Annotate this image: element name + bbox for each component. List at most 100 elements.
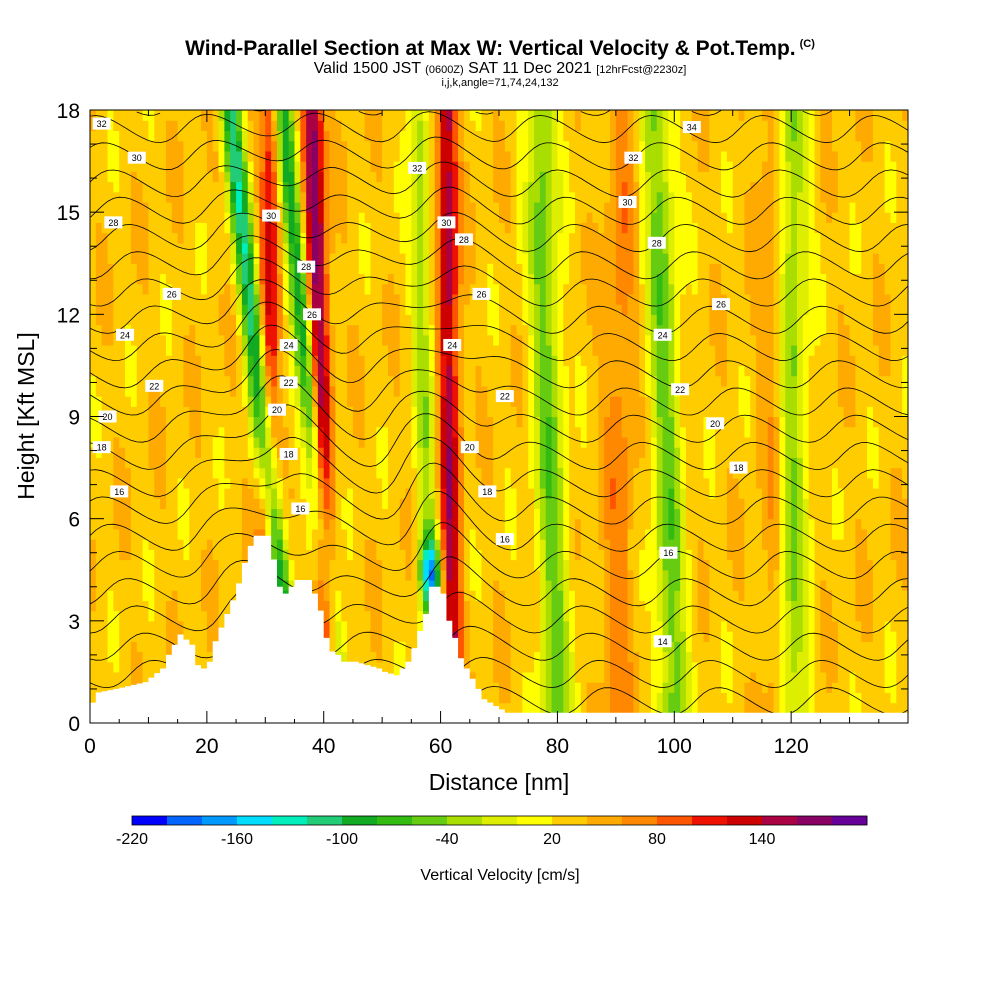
contour-label: 18	[734, 463, 744, 473]
theta-contour-line	[90, 257, 908, 307]
colorbar-swatch	[272, 816, 308, 825]
x-tick-label: 40	[312, 735, 335, 758]
contour-label: 32	[628, 153, 638, 163]
colorbar-swatch	[657, 816, 693, 825]
contour-label: 20	[465, 443, 475, 453]
contour-label-bg	[92, 441, 111, 454]
theta-contour-line	[90, 404, 908, 470]
section-indices: i,j,k,angle=71,74,24,132	[441, 77, 559, 89]
colorbar-tick-label: -220	[116, 831, 148, 848]
colorbar-swatch	[447, 816, 483, 825]
x-tick-label: 120	[774, 735, 809, 758]
valid-time: Valid 1500 JST	[313, 60, 421, 77]
theta-contour-line	[90, 186, 908, 225]
y-tick-label: 0	[68, 713, 80, 736]
contour-label-bg	[712, 298, 731, 311]
colorbar-swatch	[377, 816, 413, 825]
contour-label-bg	[443, 338, 462, 351]
contour-label-bg	[279, 338, 298, 351]
contour-label: 30	[441, 218, 451, 228]
contour-label: 28	[652, 238, 662, 248]
contour-label-bg	[262, 209, 281, 222]
contour-label: 22	[284, 378, 294, 388]
velocity-field	[90, 110, 908, 723]
theta-contour-line	[90, 462, 908, 525]
contour-label-bg	[162, 287, 181, 300]
contour-label-bg	[653, 328, 672, 341]
colorbar-swatch	[587, 816, 623, 825]
contour-label-bg	[495, 533, 514, 546]
contour-label: 30	[266, 211, 276, 221]
contour-label: 34	[687, 123, 697, 133]
colorbar-swatch	[482, 816, 518, 825]
contour-label: 20	[272, 405, 282, 415]
contour-label: 32	[97, 119, 107, 129]
contour-label: 28	[459, 235, 469, 245]
contour-label-bg	[478, 485, 497, 498]
contour-label-bg	[98, 410, 117, 423]
contour-label-bg	[618, 195, 637, 208]
contour-label: 30	[132, 153, 142, 163]
theta-contour-line	[90, 324, 908, 389]
colorbar-tick-label: -160	[221, 831, 253, 848]
contour-label: 26	[167, 289, 177, 299]
chart-title: Wind-Parallel Section at Max W: Vertical…	[0, 37, 1000, 61]
theta-contour-line	[90, 136, 908, 171]
axis-ticks: 0 20 40 60 80 100 120 0 3 6 9 12 15 18	[57, 100, 908, 758]
theta-contour-line	[90, 212, 908, 253]
contour-label-bg	[624, 151, 643, 164]
theta-contour-line	[90, 556, 908, 607]
contour-label-bg	[104, 216, 123, 229]
contour-labels: 14 16 16 16 16 18 18 18 18 20 20 20 20 22 22 22 22 24 24 24…	[92, 117, 748, 648]
theta-contour-line	[90, 111, 908, 144]
colorbar-swatch	[412, 816, 448, 825]
theta-contour-line	[90, 490, 908, 552]
contour-label: 28	[108, 218, 118, 228]
contour-label: 28	[301, 262, 311, 272]
y-tick-label: 12	[57, 304, 80, 327]
contour-label-bg	[291, 502, 310, 515]
contour-label: 30	[623, 197, 633, 207]
contour-label-bg	[303, 308, 322, 321]
colorbar-tick-label: 20	[543, 831, 561, 848]
colorbar-swatch	[832, 816, 868, 825]
y-tick-label: 9	[68, 407, 80, 430]
theta-contour-line	[90, 375, 908, 443]
forecast-info: [12hrFcst@2230z]	[596, 64, 687, 76]
contour-label-bg	[279, 447, 298, 460]
theta-contour-line	[90, 279, 908, 334]
contour-label-bg	[145, 379, 164, 392]
contour-label-bg	[460, 441, 479, 454]
colorbar-swatch	[552, 816, 588, 825]
y-tick-label: 6	[68, 509, 80, 532]
x-tick-label: 80	[546, 735, 569, 758]
contour-label-bg	[279, 376, 298, 389]
contour-label: 26	[716, 300, 726, 310]
contour-label: 18	[284, 449, 294, 459]
contour-label: 22	[500, 392, 510, 402]
contour-label: 14	[658, 637, 668, 647]
contour-label-bg	[127, 151, 146, 164]
colorbar-swatch	[307, 816, 343, 825]
contour-label-bg	[408, 161, 427, 174]
contour-label-bg	[495, 390, 514, 403]
colorbar-swatch	[202, 816, 238, 825]
title-unit-mark: (C)	[799, 38, 815, 50]
chart-title-text: Wind-Parallel Section at Max W: Vertical…	[185, 37, 796, 60]
colorbar-swatch	[342, 816, 378, 825]
contour-label-bg	[472, 287, 491, 300]
contour-label-bg	[116, 328, 135, 341]
theta-contour-line	[90, 161, 908, 198]
contour-label-bg	[682, 121, 701, 134]
theta-contour-line	[90, 235, 908, 280]
colorbar-tick-label: -100	[326, 831, 358, 848]
contour-label-bg	[437, 216, 456, 229]
contour-label-bg	[92, 117, 111, 130]
colorbar-swatch	[622, 816, 658, 825]
colorbar-swatch	[167, 816, 203, 825]
contour-label-bg	[454, 233, 473, 246]
colorbar-tick-label: 80	[648, 831, 666, 848]
colorbar-title: Vertical Velocity [cm/s]	[420, 867, 579, 884]
theta-contour-line	[90, 348, 908, 416]
